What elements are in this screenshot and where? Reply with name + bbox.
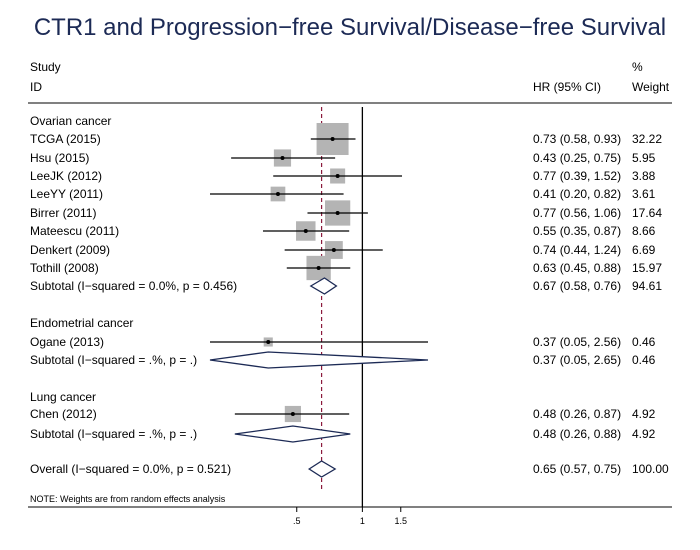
study-label-8: Ogane (2013) xyxy=(30,335,105,349)
study-weight-5: 8.66 xyxy=(632,224,656,238)
group-heading-1: Endometrial cancer xyxy=(30,316,134,330)
header-weight-percent: % xyxy=(632,60,643,74)
study-weight-0: 32.22 xyxy=(632,132,663,146)
subtotal-ci-1: 0.37 (0.05, 2.65) xyxy=(533,353,622,367)
subtotal-ci-2: 0.48 (0.26, 0.88) xyxy=(533,427,622,441)
study-label-4: Birrer (2011) xyxy=(30,206,97,220)
overall-weight: 100.00 xyxy=(632,462,669,476)
study-weight-4: 17.64 xyxy=(632,206,663,220)
study-ci-4: 0.77 (0.56, 1.06) xyxy=(533,206,622,220)
subtotal-weight-2: 4.92 xyxy=(632,427,656,441)
subtotal-diamond-0 xyxy=(309,277,338,295)
subtotal-label-1: Subtotal (I−squared = .%, p = .) xyxy=(30,353,198,367)
point-estimate-2 xyxy=(335,174,340,178)
subtotal-weight-1: 0.46 xyxy=(632,353,656,367)
subtotal-weight-0: 94.61 xyxy=(632,279,663,293)
point-estimate-7 xyxy=(316,266,321,270)
overall-label: Overall (I−squared = 0.0%, p = 0.521) xyxy=(30,462,232,476)
study-ci-3: 0.41 (0.20, 0.82) xyxy=(533,187,622,201)
study-label-1: Hsu (2015) xyxy=(30,151,90,165)
subtotal-diamond-2 xyxy=(234,425,351,443)
point-estimate-5 xyxy=(303,229,308,233)
study-ci-9: 0.48 (0.26, 0.87) xyxy=(533,407,622,421)
header-study: Study xyxy=(30,60,61,74)
study-weight-9: 4.92 xyxy=(632,407,656,421)
x-tick-label-1: 1 xyxy=(360,516,365,526)
overall-diamond xyxy=(307,460,337,478)
point-estimate-4 xyxy=(335,211,340,215)
overall-ci: 0.65 (0.57, 0.75) xyxy=(533,462,622,476)
subtotal-label-0: Subtotal (I−squared = 0.0%, p = 0.456) xyxy=(30,279,238,293)
study-label-6: Denkert (2009) xyxy=(30,243,111,257)
x-tick-label-0: .5 xyxy=(293,516,301,526)
study-weight-8: 0.46 xyxy=(632,335,656,349)
chart-title: CTR1 and Progression−free Survival/Disea… xyxy=(33,14,667,41)
study-label-0: TCGA (2015) xyxy=(30,132,101,146)
study-label-3: LeeYY (2011) xyxy=(30,187,103,201)
study-label-2: LeeJK (2012) xyxy=(30,169,103,183)
header-weight: Weight xyxy=(632,80,670,94)
study-ci-5: 0.55 (0.35, 0.87) xyxy=(533,224,622,238)
point-estimate-8 xyxy=(266,340,271,344)
study-ci-2: 0.77 (0.39, 1.52) xyxy=(533,169,622,183)
point-estimate-9 xyxy=(290,412,295,416)
group-heading-0: Ovarian cancer xyxy=(30,114,112,128)
subtotal-label-2: Subtotal (I−squared = .%, p = .) xyxy=(30,427,198,441)
header-id: ID xyxy=(30,80,42,94)
study-weight-1: 5.95 xyxy=(632,151,656,165)
subtotal-diamond-1 xyxy=(209,351,429,369)
point-estimate-6 xyxy=(331,248,336,252)
study-weight-7: 15.97 xyxy=(632,261,663,275)
point-estimate-3 xyxy=(275,192,280,196)
study-label-9: Chen (2012) xyxy=(30,407,97,421)
x-tick-label-2: 1.5 xyxy=(395,516,408,526)
footnote: NOTE: Weights are from random effects an… xyxy=(30,494,226,504)
group-heading-2: Lung cancer xyxy=(30,390,97,404)
point-estimate-0 xyxy=(330,137,335,141)
study-ci-6: 0.74 (0.44, 1.24) xyxy=(533,243,622,257)
study-label-7: Tothill (2008) xyxy=(30,261,99,275)
study-ci-1: 0.43 (0.25, 0.75) xyxy=(533,151,622,165)
study-ci-0: 0.73 (0.58, 0.93) xyxy=(533,132,622,146)
study-weight-2: 3.88 xyxy=(632,169,656,183)
study-label-5: Mateescu (2011) xyxy=(30,224,120,238)
header-hr: HR (95% CI) xyxy=(533,80,602,94)
subtotal-ci-0: 0.67 (0.58, 0.76) xyxy=(533,279,622,293)
study-ci-7: 0.63 (0.45, 0.88) xyxy=(533,261,622,275)
study-weight-3: 3.61 xyxy=(632,187,656,201)
study-weight-6: 6.69 xyxy=(632,243,656,257)
study-ci-8: 0.37 (0.05, 2.56) xyxy=(533,335,622,349)
point-estimate-1 xyxy=(280,156,285,160)
